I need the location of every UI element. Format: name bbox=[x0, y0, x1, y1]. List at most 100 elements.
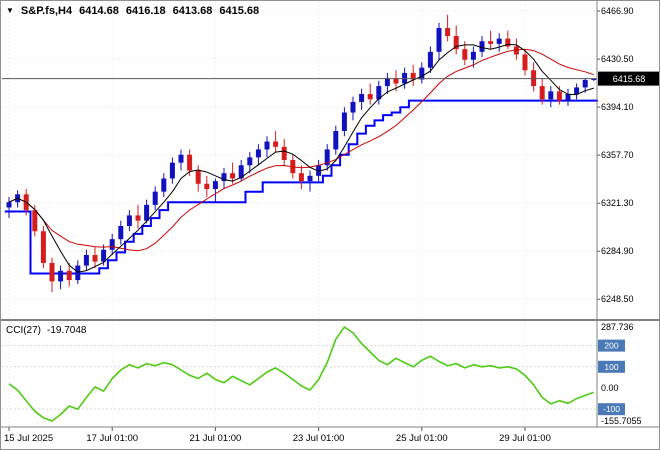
candle-body-up bbox=[221, 173, 227, 182]
candle-body-down bbox=[556, 91, 562, 101]
candle-body-up bbox=[75, 265, 81, 281]
trend-step-line bbox=[4, 99, 599, 275]
candle-body-up bbox=[144, 204, 150, 221]
cci-line bbox=[8, 326, 595, 422]
candle-body-up bbox=[359, 94, 365, 102]
time-axis-label: 17 Jul 01:00 bbox=[86, 433, 138, 444]
candle-body-up bbox=[376, 86, 382, 100]
price-axis-label: 6430.50 bbox=[601, 54, 634, 64]
price-axis-label: 6394.10 bbox=[601, 102, 634, 112]
candle-body-down bbox=[195, 170, 201, 184]
candle-body-up bbox=[496, 38, 502, 44]
time-axis-label: 15 Jul 2025 bbox=[4, 433, 53, 444]
time-axis-label: 25 Jul 01:00 bbox=[396, 433, 448, 444]
candle-body-up bbox=[152, 191, 158, 205]
cci-level-badge-label: 200 bbox=[604, 341, 618, 351]
cci-level-badge bbox=[598, 403, 625, 416]
candle-body-down bbox=[445, 28, 451, 36]
candle-body-down bbox=[453, 35, 459, 50]
cci-level-badge-label: 100 bbox=[604, 362, 618, 372]
candle-body-up bbox=[247, 157, 253, 166]
candle-body-down bbox=[230, 173, 236, 179]
candle-body-up bbox=[341, 112, 347, 131]
candle-body-down bbox=[462, 49, 468, 60]
candle-body-down bbox=[367, 94, 373, 100]
ohlc-close: 6415.68 bbox=[219, 5, 260, 17]
candle-body-up bbox=[436, 28, 442, 52]
cci-scale-label: 0.00 bbox=[601, 383, 619, 393]
price-axis-label: 6248.50 bbox=[601, 294, 634, 304]
price-axis-label: 6284.90 bbox=[601, 246, 634, 256]
candle-body-up bbox=[238, 165, 244, 179]
time-axis-label: 23 Jul 01:00 bbox=[293, 433, 345, 444]
candle-body-up bbox=[350, 101, 356, 113]
ohlc-low: 6413.68 bbox=[172, 5, 213, 17]
candle-body-down bbox=[66, 270, 72, 281]
candle-body-down bbox=[49, 262, 55, 282]
candle-body-up bbox=[255, 149, 261, 158]
candle-body-up bbox=[109, 239, 115, 250]
candle-body-down bbox=[187, 154, 193, 171]
candle-body-up bbox=[565, 94, 571, 101]
price-axis-label: 6466.90 bbox=[601, 6, 634, 16]
cci-scale-label: 287.736 bbox=[601, 322, 634, 332]
candle-body-up bbox=[212, 181, 218, 190]
candle-body-up bbox=[83, 255, 89, 266]
candle-body-up bbox=[6, 202, 12, 208]
current-price-tag bbox=[598, 71, 659, 86]
candle-body-up bbox=[574, 87, 580, 95]
candle-body-up bbox=[324, 149, 330, 166]
price-axis-label: 6357.70 bbox=[601, 150, 634, 160]
ohlc-high: 6416.18 bbox=[125, 5, 166, 17]
price-axis-label: 6321.30 bbox=[601, 198, 634, 208]
candle-body-up bbox=[178, 154, 184, 163]
candle-body-down bbox=[522, 54, 528, 71]
candle-body-up bbox=[264, 141, 270, 150]
candle-body-down bbox=[513, 46, 519, 55]
candle-body-down bbox=[281, 146, 287, 160]
time-axis-label: 21 Jul 01:00 bbox=[190, 433, 242, 444]
cci-level-badge bbox=[598, 339, 625, 352]
candle-body-up bbox=[582, 79, 588, 88]
candle-body-up bbox=[470, 51, 476, 60]
candle-body-down bbox=[488, 41, 494, 44]
candle-body-up bbox=[548, 91, 554, 100]
candle-body-up bbox=[384, 78, 390, 87]
cci-scale-label: -155.7055 bbox=[601, 416, 642, 426]
cci-level-badge bbox=[598, 360, 625, 373]
candle-body-up bbox=[427, 51, 433, 68]
cci-indicator-header: CCI(27) -19.7048 bbox=[6, 325, 87, 336]
candle-body-up bbox=[307, 175, 313, 182]
candle-body-up bbox=[118, 225, 124, 240]
cci-level-badge-label: -100 bbox=[603, 404, 620, 414]
symbol-dropdown-icon[interactable]: ▼ bbox=[6, 6, 14, 15]
ma-slow-line bbox=[8, 48, 594, 252]
candle-body-up bbox=[161, 178, 167, 192]
cci-indicator-name: CCI(27) bbox=[6, 325, 42, 336]
candle-body-up bbox=[169, 162, 175, 179]
candle-body-down bbox=[32, 210, 38, 232]
candle-body-down bbox=[410, 72, 416, 80]
time-axis-label: 29 Jul 01:00 bbox=[499, 433, 551, 444]
candle-body-up bbox=[58, 270, 64, 282]
cci-indicator-value: -19.7048 bbox=[47, 325, 87, 336]
candle-body-down bbox=[505, 38, 511, 47]
candle-body-down bbox=[273, 141, 279, 147]
candle-body-down bbox=[135, 215, 141, 221]
candle-body-up bbox=[591, 78, 597, 80]
candle-body-down bbox=[40, 231, 46, 263]
symbol-period-label: S&P.fs,H4 bbox=[20, 5, 73, 17]
candle-body-down bbox=[204, 183, 210, 190]
candle-body-up bbox=[333, 130, 339, 150]
candle-body-down bbox=[92, 255, 98, 262]
candle-body-up bbox=[101, 249, 107, 262]
ma-fast-line bbox=[8, 43, 594, 273]
candle-body-down bbox=[298, 173, 304, 182]
candle-body-up bbox=[419, 67, 425, 80]
chart-header: ▼ S&P.fs,H4 6414.68 6416.18 6413.68 6415… bbox=[6, 5, 259, 17]
candle-body-up bbox=[126, 215, 132, 226]
current-price-tag-label: 6415.68 bbox=[613, 74, 646, 84]
candle-body-down bbox=[393, 78, 399, 84]
